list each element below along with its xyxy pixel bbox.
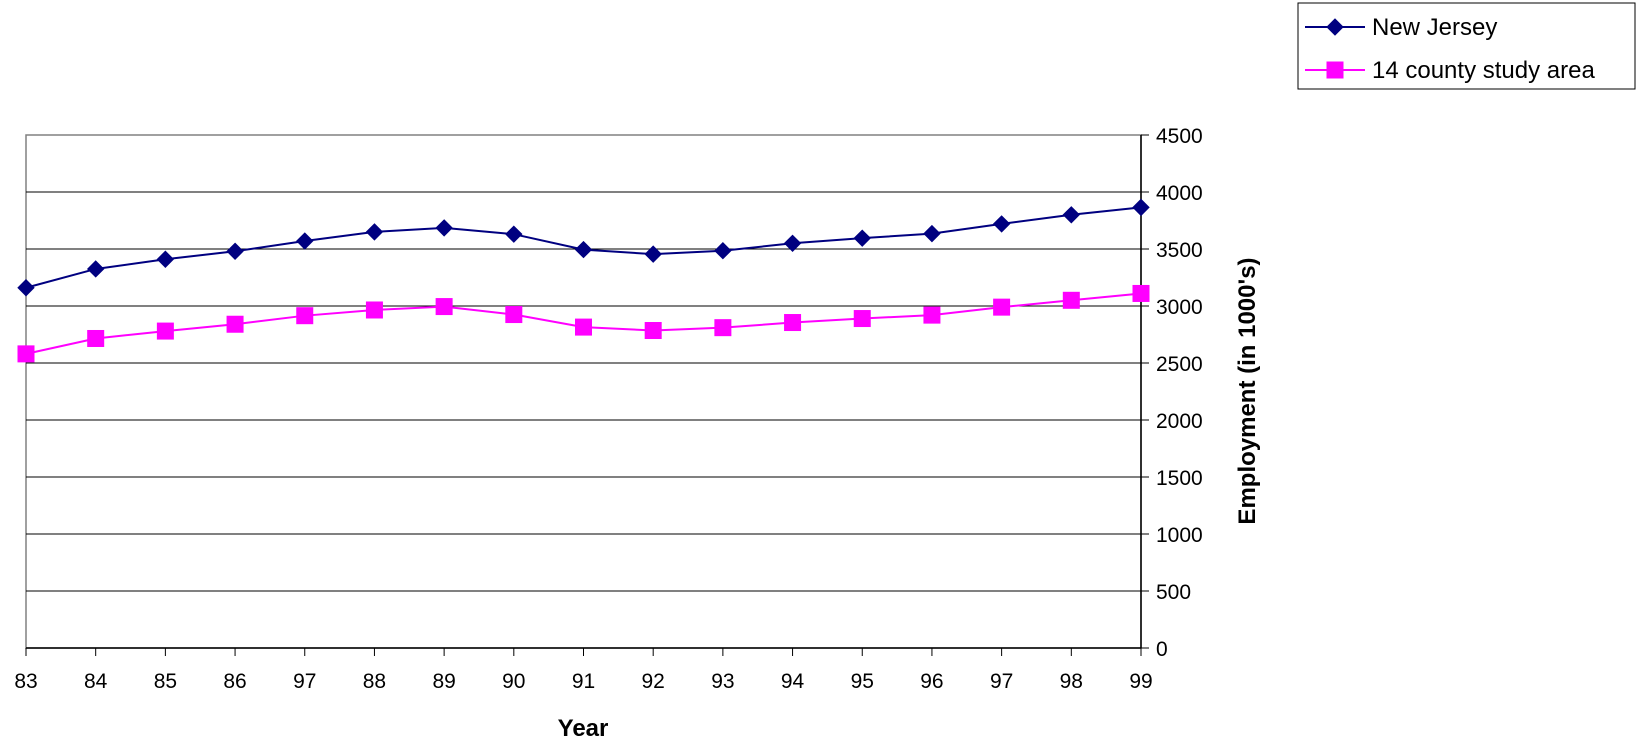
data-point [783, 234, 802, 253]
data-point [1132, 198, 1150, 217]
series-study-area [17, 284, 1150, 363]
legend-swatch-marker [1326, 18, 1344, 36]
y-tick-label: 1000 [1156, 524, 1203, 547]
x-tick-label: 83 [14, 670, 37, 693]
x-tick-label: 96 [920, 670, 943, 693]
x-tick-label: 99 [1129, 670, 1152, 693]
data-point [365, 301, 383, 319]
data-point [853, 229, 871, 247]
x-tick-label: 93 [711, 670, 734, 693]
x-axis-title: Year [558, 715, 609, 742]
axes [25, 134, 1149, 656]
x-tick-label: 92 [642, 670, 665, 693]
legend-box [1297, 2, 1636, 90]
series [17, 198, 1150, 363]
data-point [993, 298, 1011, 316]
x-tick-label: 88 [363, 670, 386, 693]
series-new-jersey [17, 198, 1150, 297]
y-tick-label: 2000 [1156, 410, 1203, 433]
data-point [923, 306, 941, 324]
data-point [505, 306, 523, 324]
y-axis-title: Employment (in 1000's) [1234, 257, 1261, 524]
legend-label: 14 county study area [1372, 57, 1595, 84]
x-tick-label: 98 [1060, 670, 1083, 693]
y-tick-label: 4000 [1156, 182, 1203, 205]
data-point [156, 322, 174, 340]
data-point [784, 314, 802, 332]
data-point [435, 219, 453, 237]
y-tick-label: 2500 [1156, 353, 1203, 376]
y-tick-labels: 0 500 1000 1500 2000 2500 3000 3500 4000 4500 [1156, 125, 1203, 661]
x-tick-label: 91 [572, 670, 595, 693]
x-tick-label: 90 [502, 670, 525, 693]
data-point [86, 260, 105, 278]
data-point [714, 319, 732, 337]
x-tick-label: 89 [432, 670, 455, 693]
data-point [17, 345, 35, 363]
data-point [992, 215, 1011, 233]
data-point [296, 307, 314, 325]
y-tick-label: 4500 [1156, 125, 1203, 148]
x-tick-label: 84 [84, 670, 108, 693]
data-point [644, 322, 662, 340]
data-point [714, 242, 732, 260]
data-point [644, 245, 662, 263]
legend: New Jersey 14 county study area [1297, 2, 1636, 90]
data-point [1062, 291, 1080, 309]
data-point [505, 225, 523, 243]
legend-label: New Jersey [1372, 14, 1497, 41]
data-point [226, 242, 244, 260]
data-point [923, 224, 941, 243]
data-point [365, 223, 384, 241]
legend-swatch-marker [1326, 61, 1344, 79]
data-point [1132, 284, 1150, 302]
data-point [226, 315, 244, 333]
x-tick-label: 85 [154, 670, 177, 693]
data-point [296, 232, 314, 250]
legend-item: New Jersey [1305, 14, 1497, 41]
data-point [575, 318, 592, 336]
data-point [87, 329, 105, 347]
legend-item: 14 county study area [1305, 57, 1595, 84]
y-tick-label: 3500 [1156, 239, 1203, 262]
x-tick-label: 97 [990, 670, 1013, 693]
data-point [17, 279, 35, 297]
x-tick-label: 86 [223, 670, 246, 693]
data-point [574, 240, 593, 259]
x-tick-label: 94 [781, 670, 805, 693]
data-point [156, 250, 175, 268]
x-tick-label: 95 [851, 670, 874, 693]
data-point [853, 310, 871, 328]
data-point [1062, 206, 1081, 224]
x-tick-label: 97 [293, 670, 316, 693]
y-tick-label: 1500 [1156, 467, 1203, 490]
plot-area [25, 134, 1142, 649]
x-tick-labels: 83 84 85 86 97 88 89 90 91 92 93 94 95 96 97 98 99 [14, 670, 1152, 693]
y-tick-label: 500 [1156, 581, 1191, 604]
gridlines [26, 191, 1141, 592]
data-point [435, 298, 453, 316]
y-tick-label: 3000 [1156, 296, 1203, 319]
y-tick-label: 0 [1156, 638, 1168, 661]
